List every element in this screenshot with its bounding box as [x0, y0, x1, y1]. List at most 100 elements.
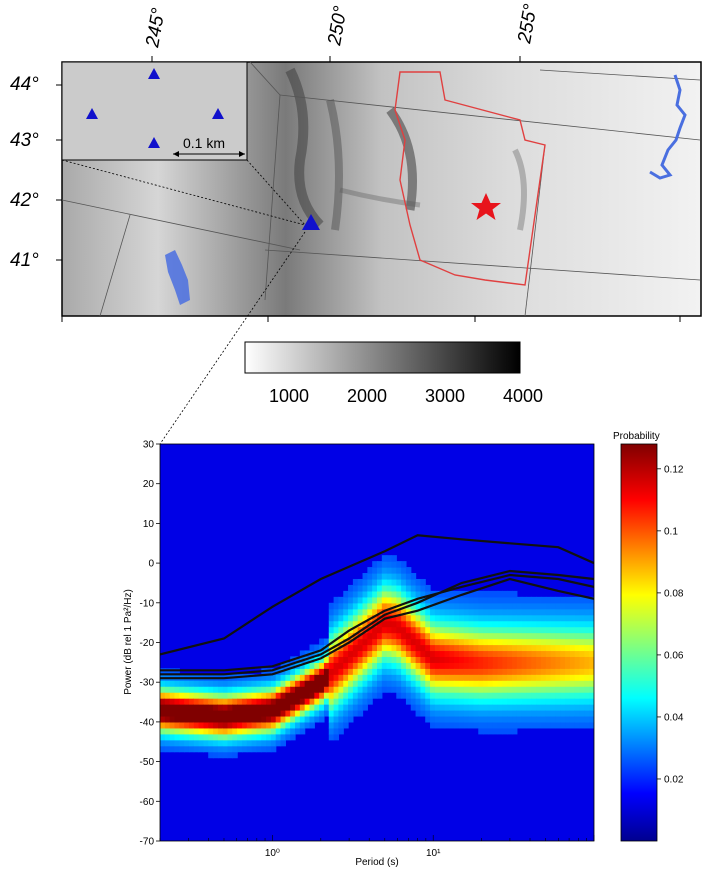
heatmap-cell — [381, 662, 388, 669]
heatmap-cell — [405, 674, 412, 681]
heatmap-cell — [492, 650, 499, 657]
heatmap-cell — [285, 680, 291, 687]
heatmap-cell — [386, 638, 393, 646]
heatmap-cell — [295, 674, 301, 681]
heatmap-cell — [169, 727, 176, 735]
heatmap-cell — [492, 668, 499, 675]
heatmap-cell — [299, 692, 306, 699]
heatmap-cell — [483, 614, 489, 622]
heatmap-cell — [377, 608, 383, 616]
heatmap-cell — [309, 698, 315, 705]
heatmap-cell — [348, 662, 354, 669]
heatmap-cell — [540, 638, 547, 646]
heatmap-cell — [502, 632, 508, 640]
heatmap-cell — [319, 680, 325, 687]
heatmap-cell — [372, 608, 378, 616]
heatmap-cell — [430, 692, 436, 699]
heatmap-cell — [502, 620, 508, 628]
heatmap-cell — [396, 674, 402, 681]
heatmap-cell — [304, 680, 311, 687]
heatmap-cell — [420, 674, 426, 681]
heatmap-cell — [521, 608, 528, 616]
heatmap-cell — [444, 608, 450, 616]
heatmap-cell — [184, 709, 190, 717]
heatmap-cell — [396, 668, 402, 675]
heatmap-cell — [338, 620, 344, 628]
heatmap-cell — [526, 686, 532, 693]
heatmap-cell — [232, 680, 238, 687]
heatmap-cell — [425, 656, 431, 663]
heatmap-cell — [396, 590, 402, 598]
heatmap-cell — [410, 578, 417, 586]
heatmap-cell — [487, 614, 494, 622]
heatmap-cell — [550, 662, 557, 669]
heatmap-cell — [309, 715, 315, 723]
heatmap-cell — [536, 674, 542, 681]
heatmap-cell — [208, 727, 214, 735]
heatmap-cell — [396, 656, 402, 663]
heatmap-cell — [333, 650, 340, 657]
heatmap-cell — [521, 668, 528, 675]
heatmap-cell — [502, 638, 508, 646]
heatmap-cell — [555, 709, 561, 717]
heatmap-cell — [275, 739, 282, 747]
heatmap-cell — [323, 674, 330, 681]
heatmap-cell — [569, 602, 576, 610]
heatmap-cell — [492, 596, 499, 604]
heatmap-cell — [343, 650, 349, 657]
heatmap-cell — [179, 709, 185, 717]
heatmap-cell — [266, 686, 272, 693]
heatmap-cell — [391, 662, 397, 669]
heatmap-cell — [415, 608, 421, 616]
heatmap-cell — [507, 721, 513, 729]
heatmap-cell — [521, 626, 528, 634]
heatmap-cell — [386, 644, 393, 652]
heatmap-cell — [290, 715, 296, 723]
heatmap-cell — [507, 698, 513, 705]
heatmap-cell — [232, 698, 238, 705]
heatmap-cell — [584, 650, 590, 657]
heatmap-cell — [169, 739, 176, 747]
heatmap-cell — [227, 692, 233, 699]
heatmap-cell — [468, 704, 475, 711]
heatmap-cell — [569, 638, 576, 646]
heatmap-cell — [584, 709, 590, 717]
heatmap-cell — [193, 739, 200, 747]
heatmap-cell — [357, 698, 364, 705]
heatmap-cell — [516, 680, 523, 687]
heatmap-cell — [574, 650, 581, 657]
heatmap-cell — [169, 745, 176, 753]
heatmap-cell — [497, 709, 503, 717]
heatmap-cell — [362, 620, 368, 628]
heatmap-cell — [348, 680, 354, 687]
heatmap-cell — [483, 638, 489, 646]
heatmap-cell — [516, 650, 523, 657]
heatmap-cell — [425, 632, 431, 640]
heatmap-cell — [352, 620, 359, 628]
heatmap-cell — [444, 656, 450, 663]
heatmap-cell — [449, 721, 455, 729]
heatmap-cell — [478, 596, 484, 604]
heatmap-cell — [372, 632, 378, 640]
heatmap-cell — [237, 715, 243, 723]
heatmap-cell — [492, 680, 499, 687]
heatmap-cell — [290, 674, 296, 681]
heatmap-cell — [328, 656, 335, 663]
heatmap-cell — [348, 614, 354, 622]
heatmap-cell — [338, 662, 344, 669]
heatmap-cell — [372, 686, 378, 693]
heatmap-cell — [328, 686, 335, 693]
heatmap-cell — [502, 596, 508, 604]
heatmap-cell — [256, 680, 262, 687]
heatmap-cell — [179, 692, 185, 699]
heatmap-cell — [454, 638, 460, 646]
heatmap-cell — [367, 674, 373, 681]
heatmap-cell — [208, 721, 214, 729]
heatmap-cell — [507, 596, 513, 604]
heatmap-cell — [285, 709, 291, 717]
heatmap-cell — [261, 698, 267, 705]
heatmap-cell — [304, 721, 311, 729]
heatmap-cell — [328, 620, 335, 628]
heatmap-cell — [550, 692, 557, 699]
heatmap-cell — [410, 584, 417, 592]
